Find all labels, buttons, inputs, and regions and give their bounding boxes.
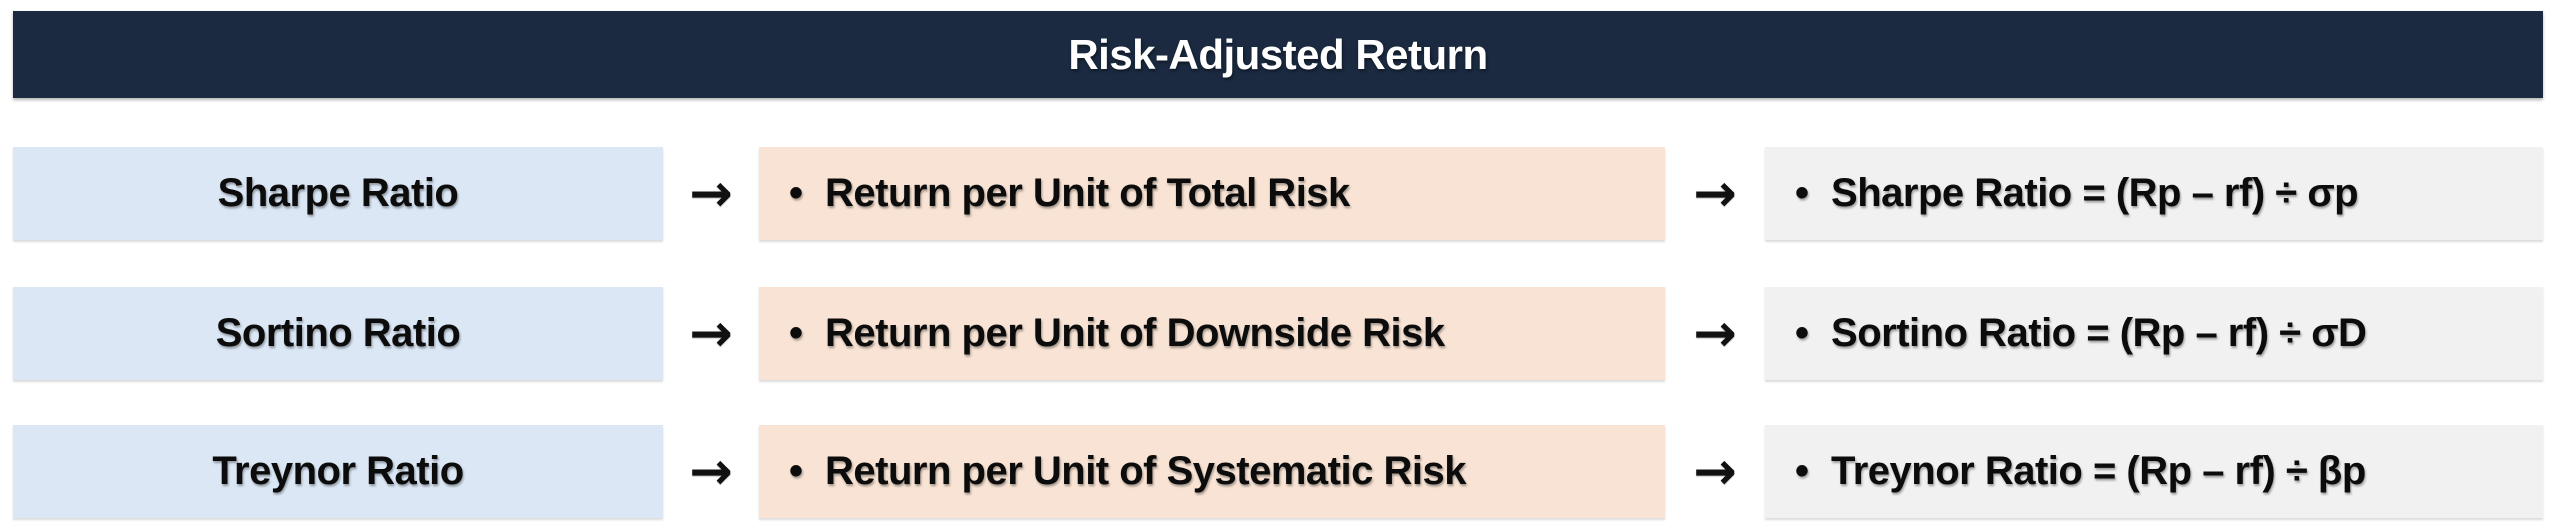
row-sortino: Sortino Ratio → • Return per Unit of Dow… <box>0 287 2560 380</box>
sortino-label-box: Sortino Ratio <box>13 287 663 380</box>
treynor-description-box: • Return per Unit of Systematic Risk <box>759 425 1665 518</box>
right-arrow-icon: → <box>1693 163 1737 224</box>
sharpe-label-box: Sharpe Ratio <box>13 147 663 240</box>
right-arrow-icon: → <box>689 163 733 224</box>
sharpe-arrow-1: → <box>663 147 759 240</box>
treynor-label: Treynor Ratio <box>212 449 464 493</box>
bullet-icon: • <box>1795 449 1810 493</box>
treynor-formula-box: • Treynor Ratio = (Rp – rf) ÷ βp <box>1765 425 2543 518</box>
row-treynor: Treynor Ratio → • Return per Unit of Sys… <box>0 425 2560 518</box>
page-title: Risk-Adjusted Return <box>1068 30 1488 78</box>
row-sharpe: Sharpe Ratio → • Return per Unit of Tota… <box>0 147 2560 240</box>
bullet-icon: • <box>1795 171 1810 215</box>
sortino-arrow-2: → <box>1665 287 1765 380</box>
header-banner: Risk-Adjusted Return <box>13 11 2543 98</box>
bullet-icon: • <box>789 311 804 355</box>
sortino-description-box: • Return per Unit of Downside Risk <box>759 287 1665 380</box>
right-arrow-icon: → <box>1693 441 1737 502</box>
sharpe-label: Sharpe Ratio <box>217 171 459 215</box>
treynor-arrow-2: → <box>1665 425 1765 518</box>
sortino-label: Sortino Ratio <box>215 311 461 355</box>
sharpe-formula-box: • Sharpe Ratio = (Rp – rf) ÷ σp <box>1765 147 2543 240</box>
treynor-arrow-1: → <box>663 425 759 518</box>
sharpe-description: Return per Unit of Total Risk <box>825 171 1350 215</box>
right-arrow-icon: → <box>689 303 733 364</box>
treynor-label-box: Treynor Ratio <box>13 425 663 518</box>
treynor-formula: Treynor Ratio = (Rp – rf) ÷ βp <box>1831 449 2366 493</box>
sortino-formula-box: • Sortino Ratio = (Rp – rf) ÷ σD <box>1765 287 2543 380</box>
sortino-description: Return per Unit of Downside Risk <box>825 311 1445 355</box>
bullet-icon: • <box>789 449 804 493</box>
right-arrow-icon: → <box>689 441 733 502</box>
sharpe-description-box: • Return per Unit of Total Risk <box>759 147 1665 240</box>
bullet-icon: • <box>1795 311 1810 355</box>
sharpe-formula: Sharpe Ratio = (Rp – rf) ÷ σp <box>1831 171 2359 215</box>
sharpe-arrow-2: → <box>1665 147 1765 240</box>
bullet-icon: • <box>789 171 804 215</box>
sortino-formula: Sortino Ratio = (Rp – rf) ÷ σD <box>1831 311 2367 355</box>
sortino-arrow-1: → <box>663 287 759 380</box>
right-arrow-icon: → <box>1693 303 1737 364</box>
treynor-description: Return per Unit of Systematic Risk <box>825 449 1466 493</box>
